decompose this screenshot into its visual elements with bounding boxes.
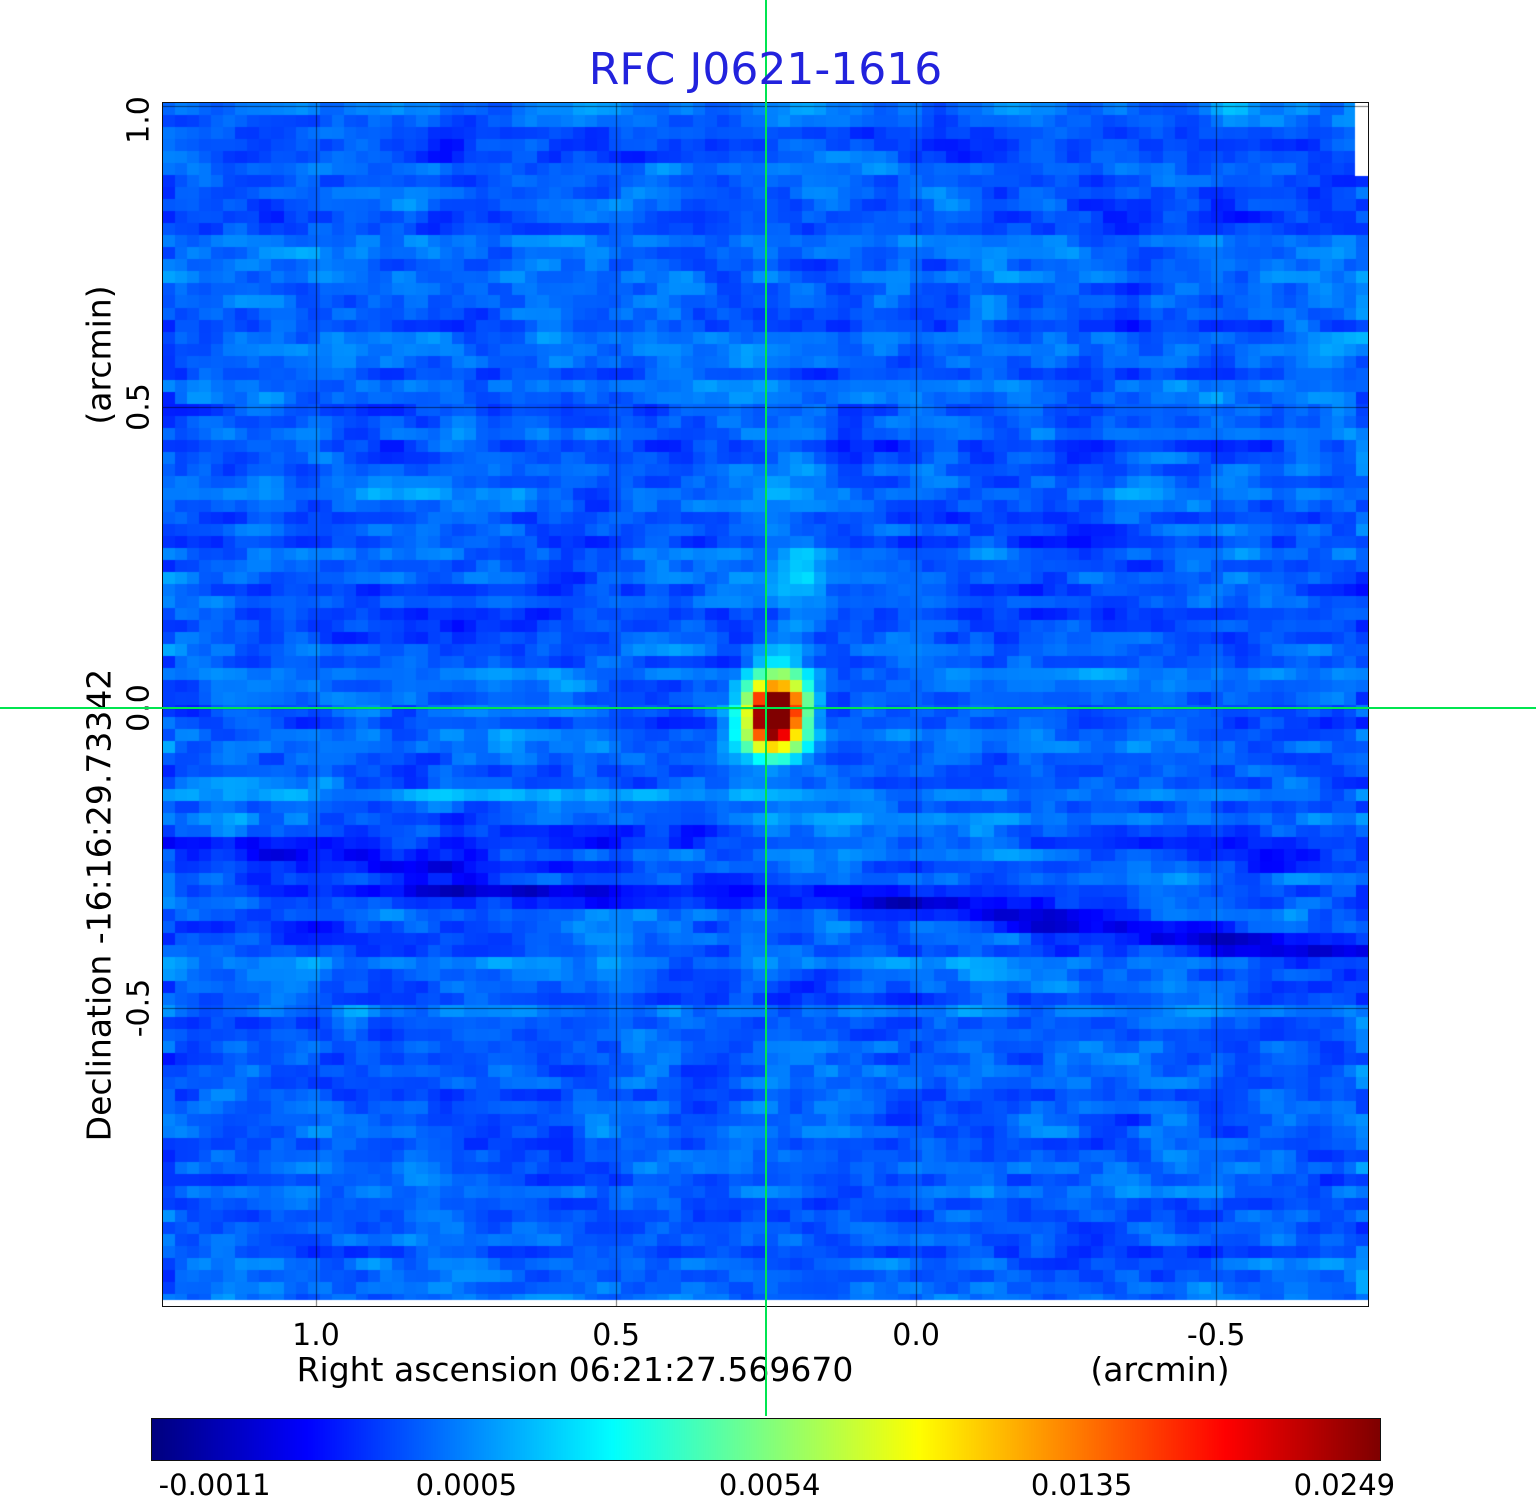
colorbar-tick-label: 0.0054 <box>718 1468 821 1502</box>
colorbar-tick-label: -0.0011 <box>158 1468 271 1502</box>
y-tick-label: 0.5 <box>121 382 157 431</box>
x-tick-label: -0.5 <box>1186 1318 1246 1353</box>
colorbar <box>151 1418 1381 1461</box>
colorbar-tick-label: 0.0135 <box>1030 1468 1133 1502</box>
x-axis-unit-label: (arcmin) <box>1090 1350 1230 1389</box>
y-axis-label: Declination -16:16:29.73342 <box>79 668 119 1142</box>
x-tick-label: 0.5 <box>592 1318 640 1353</box>
x-tick-label: 0.0 <box>892 1318 940 1353</box>
colorbar-tick-label: 0.0005 <box>415 1468 518 1502</box>
colorbar-tick-label: 0.0249 <box>1293 1468 1396 1502</box>
x-axis-label: Right ascension 06:21:27.569670 <box>296 1350 854 1389</box>
plot-title: RFC J0621-1616 <box>588 44 943 95</box>
crosshair-horizontal-line <box>0 707 1536 709</box>
x-tick-label: 1.0 <box>292 1318 340 1353</box>
y-axis-unit-label: (arcmin) <box>79 285 119 425</box>
y-tick-label: -0.5 <box>121 978 157 1038</box>
y-tick-label: 1.0 <box>121 96 157 144</box>
